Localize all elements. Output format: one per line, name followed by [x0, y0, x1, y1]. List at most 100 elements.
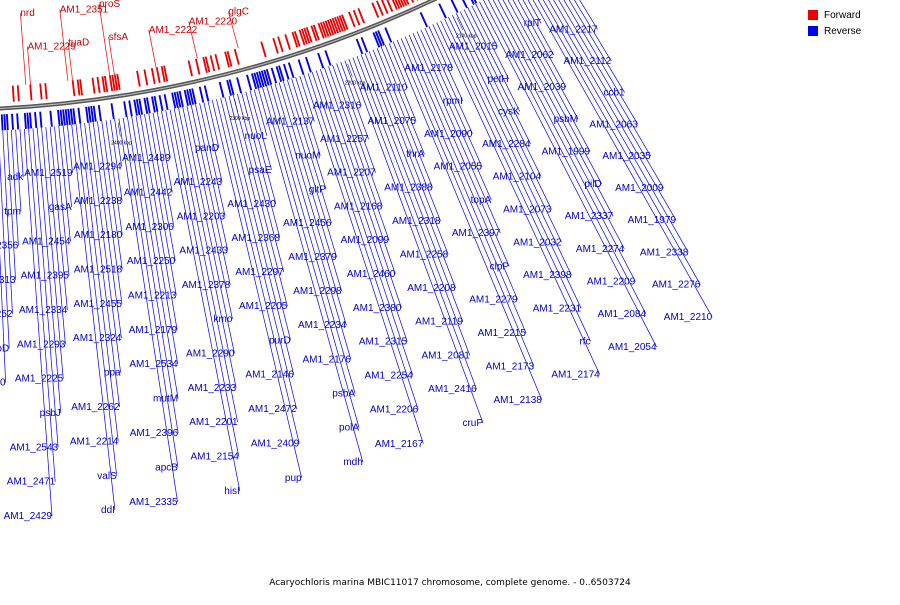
reverse-leader-line: [6, 130, 16, 280]
reverse-leader-line: [224, 97, 295, 375]
forward-gene-arrow: [160, 66, 166, 83]
reverse-leader-line: [348, 58, 484, 424]
reverse-gene-arrow: [226, 79, 232, 96]
reverse-gene-label: AM1_2395: [21, 271, 70, 282]
reverse-leader-line: [148, 113, 176, 262]
forward-gene-arrow: [187, 60, 193, 77]
reverse-gene-arrow: [57, 109, 61, 127]
reverse-leader-line: [135, 115, 179, 365]
reverse-leader-line: [178, 107, 237, 388]
forward-gene-label: sfsA: [109, 32, 129, 43]
reverse-gene-label: AM1_2519: [24, 168, 73, 179]
legend-item-forward: Forward: [808, 8, 888, 22]
reverse-gene-arrow: [97, 105, 102, 122]
reverse-gene-label: nuoM: [295, 150, 320, 161]
reverse-gene-label: AM1_2214: [70, 436, 119, 447]
forward-gene-label: AM1_2220: [189, 17, 238, 28]
reverse-leader-line: [548, 0, 677, 221]
reverse-leader-line: [0, 155, 10, 349]
reverse-leader-line: [203, 102, 223, 183]
reverse-leader-line: [114, 118, 123, 167]
reverse-gene-label: AM1_2274: [576, 244, 625, 255]
reverse-gene-arrow: [419, 11, 429, 28]
reverse-gene-arrow: [163, 93, 169, 111]
reverse-gene-label: AM1_2534: [129, 359, 178, 370]
forward-gene-arrow: [291, 31, 299, 48]
legend-swatch-forward: [808, 10, 818, 20]
forward-gene-arrow: [386, 0, 394, 13]
forward-gene-arrow: [16, 85, 20, 102]
legend-label-forward: Forward: [824, 9, 861, 21]
reverse-gene-label: AM1_2397: [452, 228, 501, 239]
reverse-gene-label: psaE: [249, 165, 272, 176]
reverse-gene-label: AM1_2294: [73, 162, 122, 173]
reverse-gene-label: AM1_2138: [494, 395, 543, 406]
reverse-leader-line: [165, 110, 241, 492]
reverse-gene-label: AM1_2368: [232, 233, 281, 244]
reverse-leader-line: [475, 3, 498, 47]
reverse-leader-line: [553, 0, 664, 189]
reverse-leader-line: [2, 130, 13, 315]
forward-gene-arrow: [113, 74, 119, 91]
forward-gene-arrow: [334, 16, 342, 33]
forward-leader-line: [108, 36, 115, 75]
reverse-leader-line: [97, 121, 123, 304]
reverse-gene-label: AM1_2032: [513, 237, 562, 248]
reverse-gene-arrow: [28, 112, 33, 129]
scale-tick-label: 2100 kbp: [456, 33, 477, 39]
reverse-leader-line: [299, 75, 315, 122]
forward-gene-arrow: [272, 37, 279, 54]
reverse-gene-arrow: [171, 92, 177, 109]
reverse-leader-line: [507, 0, 591, 152]
reverse-gene-label: AM1_2112: [564, 56, 612, 67]
reverse-leader-line: [444, 18, 582, 309]
reverse-gene-arrow: [135, 99, 141, 116]
reverse-gene-label: AM1_2250: [127, 256, 176, 267]
reverse-leader-line: [36, 127, 62, 414]
reverse-gene-label: AM1_2293: [17, 339, 66, 350]
reverse-leader-line: [384, 44, 417, 122]
forward-gene-arrow: [319, 22, 328, 38]
reverse-leader-line: [228, 96, 292, 341]
reverse-gene-arrow: [253, 72, 260, 89]
reverse-gene-label: AM1_2518: [74, 264, 123, 275]
forward-gene-arrow: [11, 85, 15, 102]
reverse-leader-line: [295, 77, 321, 156]
reverse-gene-label: AM1_2442: [124, 187, 173, 198]
forward-gene-arrow: [111, 74, 116, 91]
reverse-gene-label: AM1_2104: [493, 172, 542, 183]
reverse-leader-line: [195, 104, 229, 251]
reverse-gene-label: AM1_2306: [126, 222, 175, 233]
reverse-gene-label: ppa: [104, 368, 121, 379]
reverse-gene-label: AM1_2318: [392, 216, 441, 227]
reverse-gene-label: clpP: [490, 261, 510, 272]
forward-gene-arrow: [400, 0, 405, 7]
reverse-leader-line: [161, 110, 171, 159]
reverse-gene-label: AM1_2500: [0, 377, 6, 388]
reverse-gene-label: panD: [195, 143, 219, 154]
reverse-gene-arrow: [287, 62, 295, 79]
reverse-gene-arrow: [260, 70, 268, 87]
reverse-leader-line: [376, 48, 433, 188]
reverse-leader-line: [54, 126, 70, 276]
scale-tick-mark: [234, 98, 239, 113]
reverse-leader-line: [62, 125, 72, 208]
reverse-leader-line: [522, 0, 554, 56]
reverse-gene-arrow: [173, 91, 179, 109]
reverse-leader-line: [328, 66, 390, 241]
forward-gene-arrow: [352, 9, 361, 26]
reverse-gene-label: AM1_2398: [523, 270, 572, 281]
scale-tick-mark: [117, 122, 121, 137]
reverse-leader-line: [459, 11, 542, 177]
reverse-gene-label: cysK: [498, 106, 520, 117]
reverse-leader-line: [336, 63, 376, 173]
gene-arrows: [0, 0, 478, 131]
reverse-gene-arrow: [176, 91, 182, 108]
reverse-leader-line: [432, 24, 454, 69]
reverse-gene-label: pup: [285, 473, 302, 484]
reverse-gene-label: AM1_2416: [428, 384, 477, 395]
reverse-leader-line: [32, 128, 59, 448]
forward-gene-arrow: [204, 56, 211, 73]
reverse-gene-label: AM1_2179: [129, 325, 178, 336]
